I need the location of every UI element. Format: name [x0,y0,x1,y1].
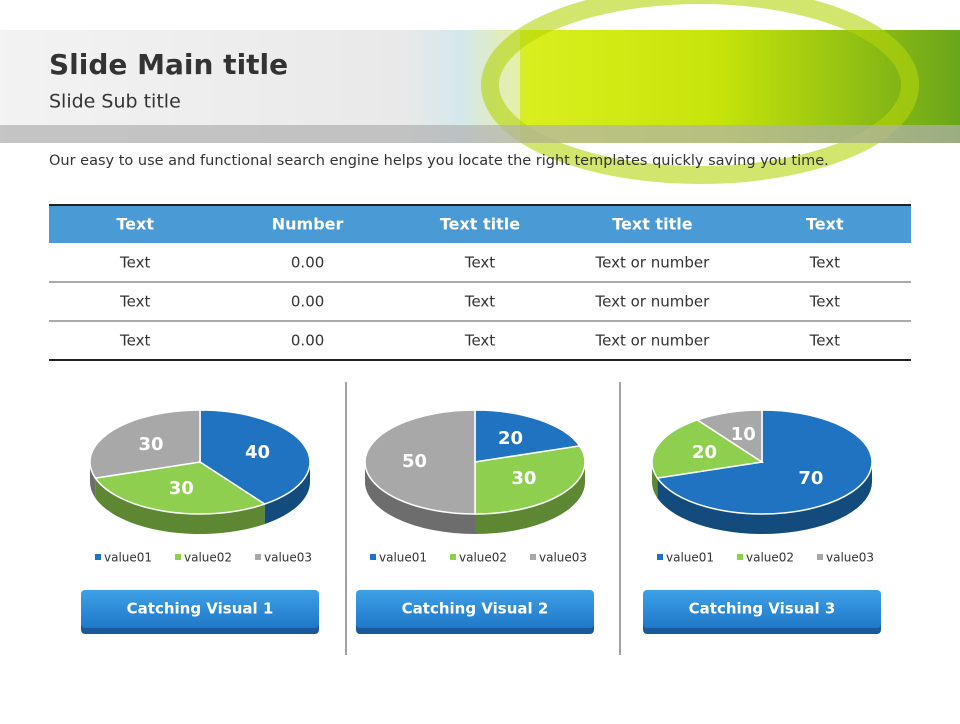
value-label: 20 [692,442,717,463]
caption-label: Catching Visual 3 [689,600,836,618]
pie-slice [651,419,765,479]
table-cell: Text [464,254,495,272]
legend-swatch [370,554,376,560]
header-ring [481,0,919,184]
legend-label: value02 [184,551,232,565]
legend-label: value02 [746,551,794,565]
table-cell: Text [809,254,840,272]
column-header: Number [272,215,344,234]
pie-side [365,462,475,534]
table-cell: Text [464,332,495,350]
legend-label: value03 [826,551,874,565]
pie-slice [199,409,311,505]
table-cell: 0.00 [291,254,324,272]
table-cell: Text [809,332,840,350]
pie-slice [89,409,201,479]
pie-slice [94,461,267,515]
legend-label: value03 [264,551,312,565]
pie-slice [364,409,476,515]
legend-label: value01 [666,551,714,565]
pie-side [475,462,585,534]
table-cell: Text or number [595,293,711,311]
table-header [49,205,911,243]
header-fade [0,30,520,143]
legend-swatch [175,554,181,560]
pie-side [95,478,265,535]
table-cell: 0.00 [291,332,324,350]
value-label: 30 [169,478,194,499]
legend-swatch [530,554,536,560]
pie-slice [656,409,873,515]
pie-side [264,462,310,525]
table-cell: Text or number [595,254,711,272]
table-cell: Text [119,254,150,272]
value-label: 70 [798,468,823,489]
description: Our easy to use and functional search en… [49,153,829,169]
value-label: 30 [511,468,536,489]
column-header: Text [806,215,844,234]
slide-subtitle: Slide Sub title [49,91,181,113]
table-cell: Text or number [595,332,711,350]
caption-button[interactable] [643,590,881,628]
table-cell: Text [809,293,840,311]
value-label: 20 [498,428,523,449]
caption-label: Catching Visual 2 [402,600,549,618]
legend-swatch [450,554,456,560]
table-cell: 0.00 [291,293,324,311]
legend-label: value01 [104,551,152,565]
value-label: 40 [245,442,270,463]
caption-button[interactable] [356,590,594,628]
table-cell: Text [119,293,150,311]
table-cell: Text [119,332,150,350]
table-cell: Text [464,293,495,311]
caption-button[interactable] [81,590,319,628]
value-label: 50 [402,451,427,472]
header-strip [0,125,960,143]
column-header: Text title [612,215,692,234]
slide-title: Slide Main title [49,48,288,81]
legend-label: value01 [379,551,427,565]
value-label: 30 [139,434,164,455]
pie-slice [474,445,586,515]
legend-label: value02 [459,551,507,565]
column-header: Text title [440,215,520,234]
pie-slice [695,409,763,464]
legend-swatch [817,554,823,560]
legend-swatch [657,554,663,560]
column-header: Text [116,215,154,234]
caption-label: Catching Visual 1 [127,600,274,618]
pie-side [657,462,872,534]
value-label: 10 [731,424,756,445]
legend-swatch [737,554,743,560]
pie-slice [474,409,581,463]
legend-swatch [255,554,261,560]
legend-swatch [95,554,101,560]
legend-label: value03 [539,551,587,565]
